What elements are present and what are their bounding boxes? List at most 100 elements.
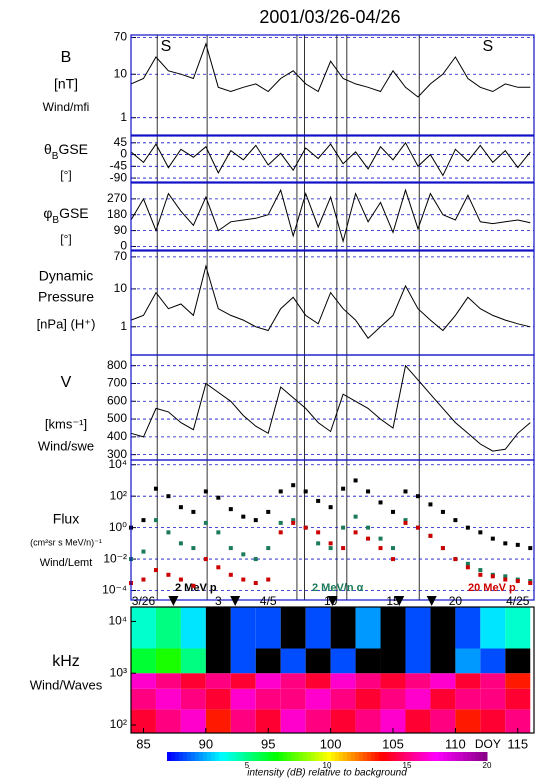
- date-label: 4/25: [506, 594, 530, 608]
- y-tick-label: 400: [107, 429, 127, 443]
- heatmap-cell: [405, 648, 431, 674]
- heatmap-cell: [180, 648, 206, 674]
- colorbar-segment: [235, 752, 240, 761]
- colorbar-segment: [219, 752, 224, 761]
- heatmap-cell: [505, 673, 531, 689]
- heatmap-cell: [380, 607, 406, 649]
- heatmap-cell: [480, 673, 506, 689]
- heatmap-cell: [180, 709, 206, 733]
- colorbar-segment: [239, 752, 244, 761]
- heatmap-cell: [280, 688, 306, 710]
- y-axis-label: [kms⁻¹]: [45, 416, 87, 431]
- colorbar-segment: [335, 752, 340, 761]
- data-point: [253, 581, 258, 586]
- y-tick-label: 0: [120, 239, 127, 253]
- heatmap-cell: [205, 648, 231, 674]
- heatmap-cell: [131, 709, 156, 733]
- colorbar-segment: [247, 752, 252, 761]
- data-line: [130, 264, 531, 339]
- colorbar-segment: [287, 752, 292, 761]
- colorbar-segment: [299, 752, 304, 761]
- data-point: [253, 557, 258, 562]
- data-line: [130, 141, 531, 177]
- data-point: [328, 505, 333, 510]
- heatmap-cell: [180, 673, 206, 689]
- data-point: [478, 530, 483, 535]
- data-point: [141, 577, 146, 582]
- y-tick-label: 45: [114, 135, 128, 149]
- colorbar-segment: [355, 752, 360, 761]
- y-axis-label: [nPa] (H⁺): [37, 316, 96, 331]
- colorbar-segment: [203, 752, 208, 761]
- data-point: [478, 572, 483, 577]
- colorbar-segment: [395, 752, 400, 761]
- heatmap-cell: [405, 688, 431, 710]
- colorbar-segment: [227, 752, 232, 761]
- heatmap-cell: [480, 607, 506, 649]
- data-point: [178, 505, 183, 510]
- y-tick-label: 10²: [110, 488, 127, 502]
- heatmap-cell: [355, 673, 381, 689]
- colorbar-segment: [443, 752, 448, 761]
- colorbar-segment: [255, 752, 260, 761]
- data-point: [403, 520, 408, 525]
- heatmap-cell: [455, 709, 481, 733]
- heatmap-cell: [230, 607, 256, 649]
- data-point: [415, 494, 420, 499]
- y-tick-label: 270: [107, 191, 127, 205]
- colorbar-segment: [435, 752, 440, 761]
- legend-label: 2 MeV/n α: [312, 582, 364, 594]
- data-point: [378, 500, 383, 505]
- data-point: [266, 577, 271, 582]
- data-point: [253, 518, 258, 523]
- colorbar-segment: [467, 752, 472, 761]
- data-point: [353, 478, 358, 483]
- data-point: [191, 509, 196, 514]
- colorbar-segment: [371, 752, 376, 761]
- y-tick-label: 10⁻²: [103, 551, 127, 565]
- y-axis-label: Wind/mfi: [43, 100, 90, 114]
- y-axis-label: Flux: [53, 511, 79, 527]
- colorbar-segment: [243, 752, 248, 761]
- data-point: [291, 483, 296, 488]
- data-point: [328, 546, 333, 551]
- x-axis-note: DOY: [475, 737, 501, 751]
- heatmap-cell: [430, 648, 456, 674]
- heatmap-cell: [255, 688, 281, 710]
- annotation: S: [482, 38, 493, 55]
- heatmap-cell: [230, 648, 256, 674]
- heatmap-cell: [355, 688, 381, 710]
- heatmap-cell: [255, 607, 281, 649]
- heatmap-cell: [430, 709, 456, 733]
- data-point: [278, 520, 283, 525]
- colorbar-segment: [259, 752, 264, 761]
- data-point: [366, 489, 371, 494]
- heatmap-cell: [255, 648, 281, 674]
- date-label: 3/26: [132, 594, 156, 608]
- heatmap-cell: [455, 688, 481, 710]
- colorbar-segment: [379, 752, 384, 761]
- heatmap-cell: [305, 688, 331, 710]
- heatmap-cell: [405, 709, 431, 733]
- data-point: [166, 494, 171, 499]
- colorbar-segment: [331, 752, 336, 761]
- heatmap-cell: [155, 688, 181, 710]
- panel-frame: [130, 459, 535, 601]
- data-point: [391, 557, 396, 562]
- data-line: [130, 42, 531, 98]
- colorbar-segment: [343, 752, 348, 761]
- data-point: [241, 577, 246, 582]
- heatmap-cell: [230, 673, 256, 689]
- data-point: [216, 495, 221, 500]
- y-tick-label: -45: [110, 158, 128, 172]
- heatmap-cell: [180, 607, 206, 649]
- colorbar-segment: [419, 752, 424, 761]
- y-axis-label: Dynamic: [39, 268, 93, 284]
- heatmap-cell: [205, 673, 231, 689]
- heatmap-cell: [355, 607, 381, 649]
- colorbar-segment: [431, 752, 436, 761]
- date-label: 20: [449, 594, 463, 608]
- colorbar-segment: [223, 752, 228, 761]
- y-tick-label: 10⁰: [109, 520, 127, 534]
- y-axis-label: [°]: [60, 168, 71, 182]
